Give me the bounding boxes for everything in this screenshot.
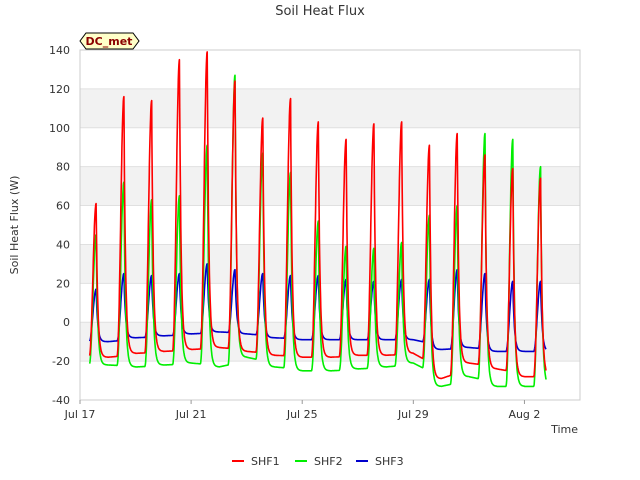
y-tick-label: 20 — [56, 277, 70, 290]
plot-bands — [80, 50, 580, 401]
y-tick-label: 120 — [49, 83, 70, 96]
x-axis-title: Time — [550, 423, 578, 436]
x-axis: Jul 17 Jul 21 Jul 25 Jul 29 Aug 2 — [64, 400, 540, 421]
grid-band — [80, 283, 580, 323]
legend: SHF1 SHF2 SHF3 — [232, 455, 404, 468]
x-tick-label: Jul 17 — [64, 408, 96, 421]
series-line-shf3 — [88, 263, 547, 353]
grid-band — [80, 50, 580, 89]
badge-label: DC_met — [86, 35, 133, 48]
series-layer — [88, 51, 547, 388]
dc-met-badge: DC_met — [79, 32, 140, 50]
y-tick-label: 80 — [56, 161, 70, 174]
grid-band — [80, 244, 580, 284]
y-tick-label: 40 — [56, 238, 70, 251]
series-line-shf2 — [88, 74, 547, 388]
grid-band — [80, 205, 580, 245]
x-tick-label: Jul 21 — [175, 408, 207, 421]
y-axis: -40 -20 0 20 40 60 80 100 120 140 — [49, 44, 70, 407]
grid-band — [80, 322, 580, 362]
x-tick-label: Jul 29 — [397, 408, 429, 421]
chart-title: Soil Heat Flux — [275, 4, 365, 19]
x-tick-label: Aug 2 — [508, 408, 540, 421]
y-tick-label: 0 — [63, 316, 70, 329]
legend-label-shf2: SHF2 — [314, 455, 343, 468]
y-tick-label: -20 — [52, 355, 70, 368]
y-tick-label: 100 — [49, 122, 70, 135]
y-tick-label: 60 — [56, 200, 70, 213]
badge-shape — [79, 32, 140, 50]
y-tick-label: -40 — [52, 394, 70, 407]
grid-band — [80, 361, 580, 400]
grid-band — [80, 88, 580, 128]
legend-label-shf1: SHF1 — [251, 455, 280, 468]
legend-label-shf3: SHF3 — [375, 455, 404, 468]
grid-band — [80, 127, 580, 167]
x-tick-label: Jul 25 — [286, 408, 318, 421]
y-tick-label: 140 — [49, 44, 70, 57]
y-axis-title: Soil Heat Flux (W) — [8, 176, 21, 275]
grid-band — [80, 166, 580, 206]
plot-frame — [79, 49, 581, 401]
series-line-shf1 — [88, 51, 547, 380]
